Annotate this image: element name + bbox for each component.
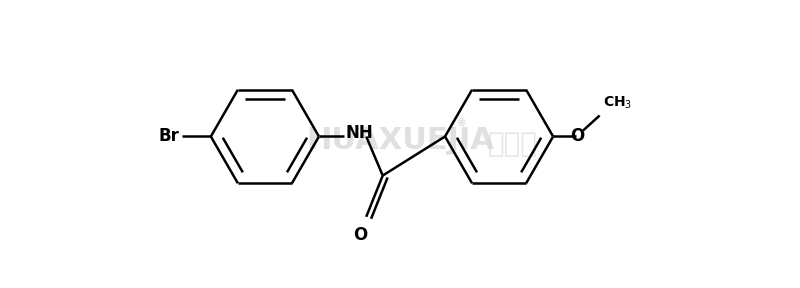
Text: O: O xyxy=(353,226,367,244)
Text: ®: ® xyxy=(457,118,466,128)
Text: 化学加: 化学加 xyxy=(488,130,538,158)
Text: HUAXUEJIA: HUAXUEJIA xyxy=(306,126,494,155)
Text: CH$_3$: CH$_3$ xyxy=(602,94,632,111)
Text: Br: Br xyxy=(158,128,179,145)
Text: O: O xyxy=(570,128,584,145)
Text: NH: NH xyxy=(346,124,373,143)
